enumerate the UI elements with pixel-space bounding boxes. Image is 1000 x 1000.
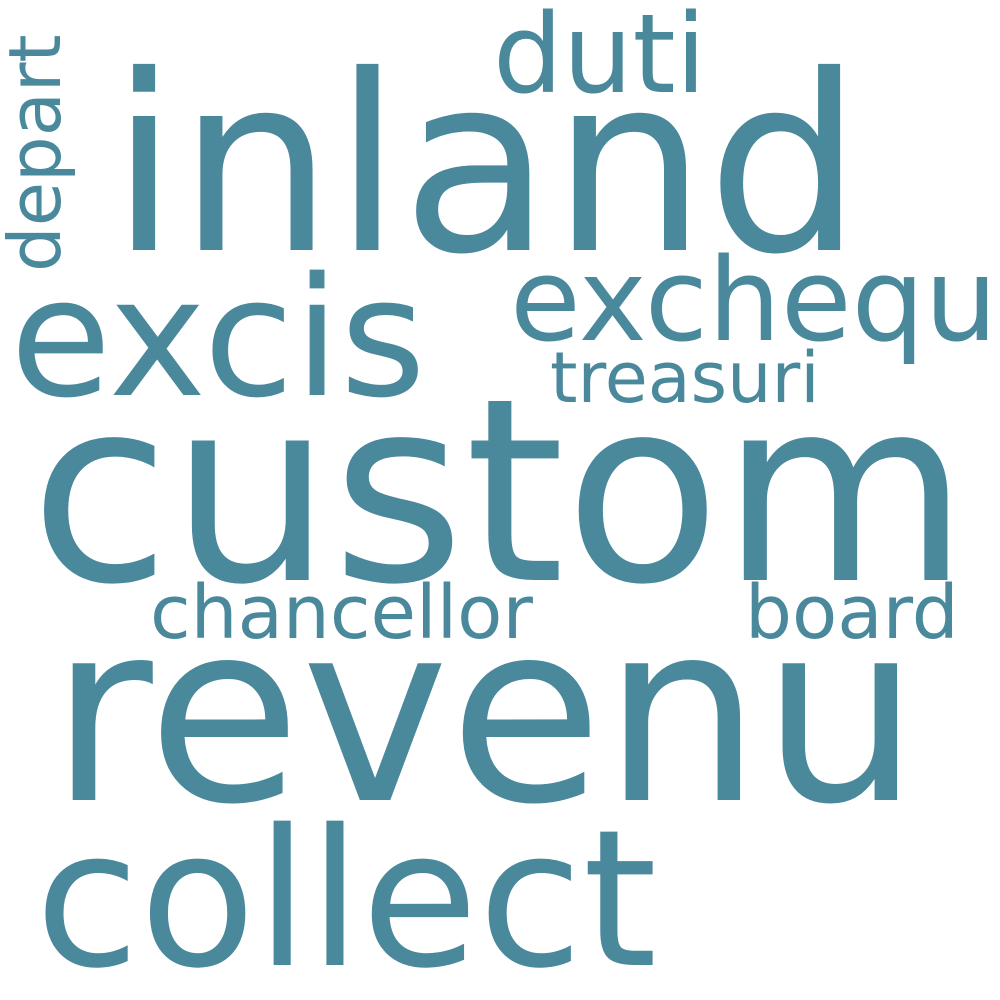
word-inland: inland — [110, 23, 862, 308]
word-duti: duti — [493, 0, 706, 118]
word-custom: custom — [30, 344, 969, 641]
word-board: board — [745, 570, 959, 656]
word-excis: excis — [10, 242, 426, 434]
word-exchequ: exchequ — [510, 234, 998, 368]
word-revenu: revenu — [50, 568, 920, 859]
word-treasuri: treasuri — [550, 337, 820, 419]
word-chancellor: chancellor — [150, 570, 533, 656]
word-collect: collect — [35, 789, 657, 1000]
word-depart: depart — [0, 34, 77, 272]
